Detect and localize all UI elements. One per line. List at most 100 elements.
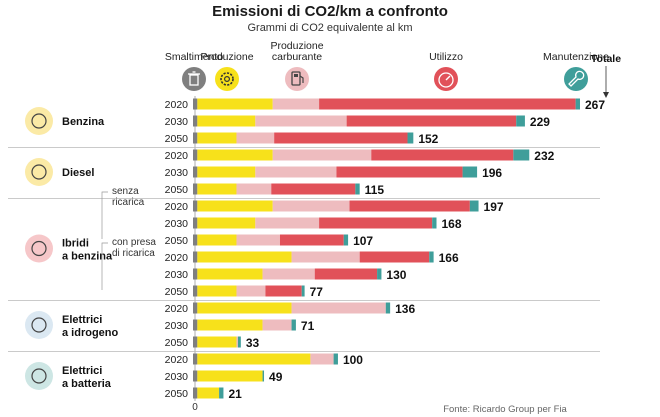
- year-label: 2050: [165, 133, 189, 145]
- bar-segment-produzione-carburante: [255, 166, 337, 178]
- bar-segment-produzione-carburante: [272, 200, 350, 212]
- bar-segment-utilizzo: [359, 251, 430, 263]
- wrench-icon: [564, 67, 588, 91]
- bar-segment-smaltimento: [193, 251, 198, 263]
- legend-utilizzo: Utilizzo: [429, 51, 463, 91]
- gear-icon: [215, 67, 239, 91]
- battery-charge-icon: [25, 362, 53, 390]
- bar-segment-produzione-carburante: [272, 98, 320, 110]
- year-label: 2050: [165, 235, 189, 247]
- bar-segment-manutenzione: [355, 183, 360, 195]
- gasoline-pump-icon: [25, 107, 53, 135]
- group-label-line2: a batteria: [62, 378, 112, 390]
- bar-segment-manutenzione: [432, 217, 437, 229]
- bar-segment-smaltimento: [193, 370, 198, 382]
- total-label: 49: [269, 370, 283, 384]
- year-label: 2030: [165, 218, 189, 230]
- year-label: 2020: [165, 354, 189, 366]
- bar-segment-manutenzione: [462, 166, 478, 178]
- bar-segment-produzione: [197, 166, 256, 178]
- year-label: 2030: [165, 167, 189, 179]
- bar-segment-produzione: [197, 251, 292, 263]
- bar-segment-manutenzione: [407, 132, 414, 144]
- bar-segment-produzione: [197, 370, 263, 382]
- group-label: Diesel: [62, 167, 94, 179]
- bar-segment-manutenzione: [343, 234, 349, 246]
- totale-header: Totale: [591, 53, 621, 65]
- bar-segment-manutenzione: [469, 200, 479, 212]
- total-label: 196: [482, 166, 502, 180]
- bar-segment-produzione: [197, 387, 220, 399]
- legend-label: carburante: [272, 51, 322, 63]
- bar-segment-produzione-carburante: [236, 234, 280, 246]
- bar-segment-smaltimento: [193, 353, 198, 365]
- total-label: 115: [365, 183, 385, 197]
- chart-subtitle: Grammi di CO2 equivalente al km: [247, 22, 412, 34]
- bar-segment-produzione: [197, 149, 273, 161]
- total-label: 168: [442, 217, 462, 231]
- bar-segment-produzione-carburante: [272, 149, 372, 161]
- bar-segment-produzione-carburante: [262, 268, 315, 280]
- legend-label: Produzione: [270, 40, 323, 52]
- bar-segment-manutenzione: [429, 251, 434, 263]
- subgroup-label: senza: [112, 186, 139, 197]
- total-label: 229: [530, 115, 550, 129]
- total-label: 77: [310, 285, 324, 299]
- bar-segment-smaltimento: [193, 268, 198, 280]
- total-label: 152: [418, 132, 438, 146]
- bar-segment-produzione-carburante: [255, 115, 347, 127]
- year-label: 2050: [165, 337, 189, 349]
- bar-segment-smaltimento: [193, 387, 198, 399]
- bar-segment-smaltimento: [193, 183, 198, 195]
- bar-segment-produzione: [197, 98, 273, 110]
- total-label: 21: [228, 387, 242, 401]
- total-label: 71: [301, 319, 315, 333]
- bar-segment-produzione: [197, 132, 237, 144]
- bar-segment-utilizzo: [314, 268, 378, 280]
- bar-segment-smaltimento: [193, 200, 198, 212]
- total-label: 232: [534, 149, 554, 163]
- bar-segment-utilizzo: [279, 234, 344, 246]
- group-label-line2: a idrogeno: [62, 327, 119, 339]
- bar-segment-produzione: [197, 319, 263, 331]
- total-label: 197: [484, 200, 504, 214]
- bar-segment-manutenzione: [301, 285, 305, 297]
- subgroup-label-line2: ricarica: [112, 197, 145, 208]
- bar-segment-utilizzo: [319, 98, 576, 110]
- subgroup-bracket: [101, 242, 108, 290]
- year-label: 2030: [165, 269, 189, 281]
- subgroup-label: con presa: [112, 237, 156, 248]
- bar-segment-produzione: [197, 183, 237, 195]
- year-label: 2020: [165, 201, 189, 213]
- subgroup-label-line2: di ricarica: [112, 248, 155, 259]
- bar-segment-smaltimento: [193, 319, 198, 331]
- bar-segment-manutenzione: [516, 115, 525, 127]
- group-label: Ibridi: [62, 238, 89, 250]
- bar-segment-produzione-carburante: [262, 319, 292, 331]
- hybrid-car-icon: [25, 234, 53, 263]
- bar-segment-utilizzo: [265, 285, 302, 297]
- group-label: Elettrici: [62, 365, 102, 377]
- bar-segment-utilizzo: [349, 200, 470, 212]
- trash-icon: [182, 67, 206, 91]
- chart-source: Fonte: Ricardo Group per Fia: [443, 404, 567, 415]
- total-label: 136: [395, 302, 415, 316]
- bar-segment-produzione: [197, 115, 256, 127]
- bar-segment-smaltimento: [193, 302, 198, 314]
- bar-segment-smaltimento: [193, 166, 198, 178]
- legend-label: Manutenzione: [543, 51, 609, 63]
- bar-segment-manutenzione: [385, 302, 391, 314]
- bar-segment-produzione: [197, 268, 263, 280]
- year-label: 2020: [165, 252, 189, 264]
- total-label: 166: [439, 251, 459, 265]
- legend-label: Utilizzo: [429, 51, 463, 63]
- diesel-pump-icon: [25, 158, 53, 186]
- legend-smaltimento: Smaltimento: [165, 51, 223, 91]
- subgroup-bracket: [101, 191, 108, 239]
- bar-segment-manutenzione: [291, 319, 296, 331]
- bar-segment-utilizzo: [319, 217, 433, 229]
- year-label: 2020: [165, 99, 189, 111]
- bar-segment-produzione: [197, 336, 237, 348]
